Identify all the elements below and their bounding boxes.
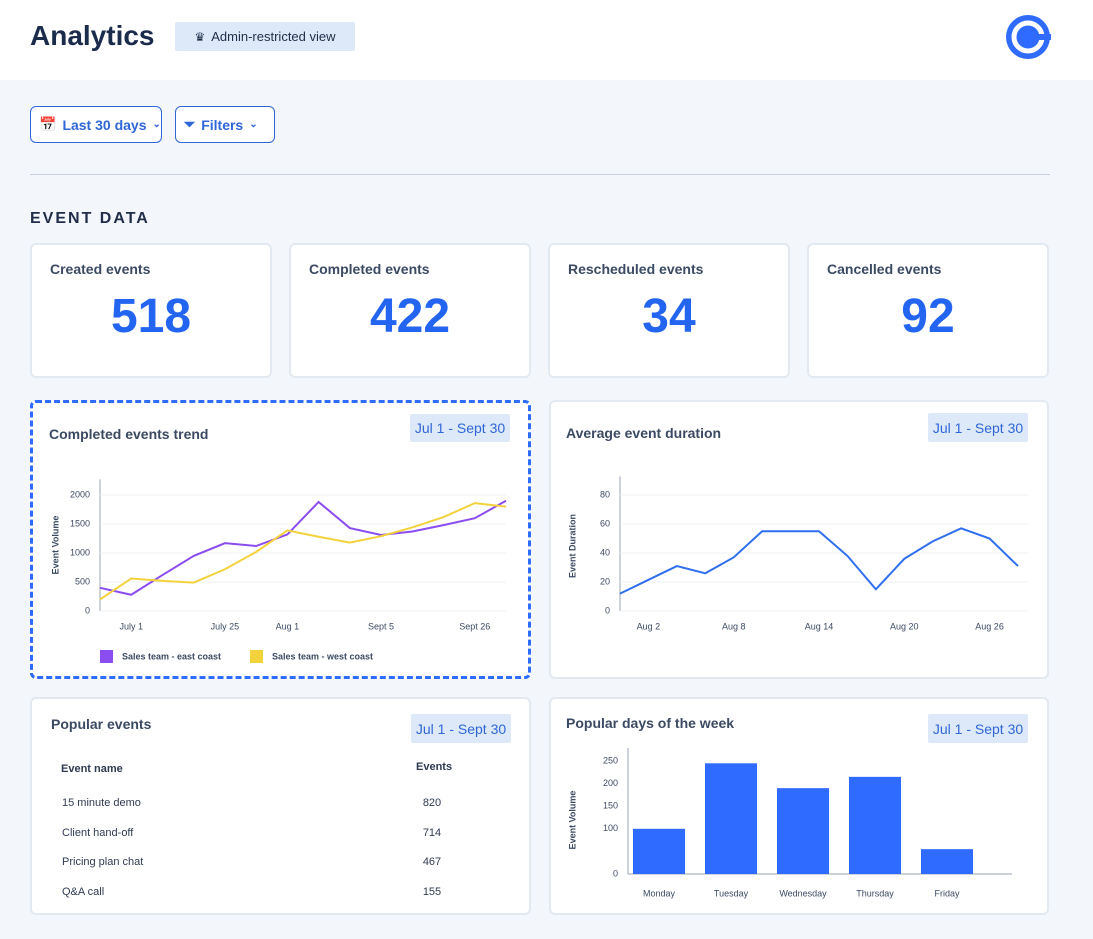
x-tick-label: Friday (934, 888, 960, 898)
y-tick-label: 150 (603, 801, 618, 811)
bar (849, 776, 901, 874)
x-tick-label: Sept 5 (368, 621, 394, 631)
x-tick-label: Thursday (856, 888, 894, 898)
y-tick-label: 1500 (70, 518, 90, 528)
data-line (619, 527, 1019, 595)
legend-label: Sales team - west coast (272, 651, 373, 661)
data-line (99, 502, 507, 601)
cell: 714 (422, 826, 442, 839)
filters-button[interactable]: ⏷ Filters ⌄ (175, 106, 275, 143)
y-tick-label: 20 (600, 576, 610, 586)
divider (30, 174, 1050, 175)
stat-value: 422 (369, 290, 451, 343)
column-header: Event name (61, 763, 123, 775)
logo (1006, 15, 1051, 59)
column-header: Events (416, 761, 453, 773)
date-badge: Jul 1 - Sept 30 (928, 714, 1028, 743)
y-axis-label: Event Volume (50, 516, 60, 575)
x-tick-label: Tuesday (714, 888, 749, 898)
x-tick-label: Aug 20 (890, 621, 919, 631)
y-axis-label: Event Volume (567, 791, 577, 850)
date-badge: Jul 1 - Sept 30 (411, 714, 511, 743)
y-tick-label: 40 (600, 547, 610, 557)
stat-card: Created events 518 (30, 243, 272, 378)
y-tick-label: 2000 (70, 489, 90, 499)
legend-swatch (250, 650, 263, 663)
chart-title: Completed events trend (49, 426, 209, 442)
y-tick-label: 1000 (70, 547, 90, 557)
bar (633, 828, 685, 874)
x-tick-label: Sept 26 (459, 621, 490, 631)
y-tick-label: 0 (613, 868, 618, 878)
button-text: Last 30 days (62, 116, 147, 133)
cell: Client hand-off (62, 826, 134, 839)
chart-title: Average event duration (566, 425, 722, 441)
cell: 820 (422, 797, 442, 809)
date-badge: Jul 1 - Sept 30 (410, 414, 510, 442)
chart-title: Popular days of the week (566, 715, 735, 731)
stat-card: Cancelled events 92 (807, 243, 1049, 378)
cell: 15 minute demo (62, 797, 141, 809)
x-tick-label: Aug 14 (805, 621, 834, 631)
bar (705, 763, 757, 874)
button-text: Filters (201, 116, 244, 133)
y-tick-label: 500 (75, 576, 90, 586)
section-title: EVENT DATA (30, 210, 150, 227)
cell: Pricing plan chat (62, 856, 144, 869)
stat-value: 34 (642, 290, 696, 343)
legend-label: Sales team - east coast (122, 651, 221, 661)
date-badge: Jul 1 - Sept 30 (928, 413, 1028, 442)
badge-text: Admin-restricted view (211, 29, 336, 44)
x-tick-label: Aug 8 (722, 621, 746, 631)
y-tick-label: 0 (85, 605, 90, 615)
x-tick-label: Aug 2 (637, 621, 661, 631)
legend-swatch (100, 650, 113, 663)
cell: 467 (422, 856, 442, 869)
y-tick-label: 0 (605, 605, 610, 615)
stat-label: Completed events (309, 261, 430, 277)
stat-card: Completed events 422 (289, 243, 531, 378)
x-tick-label: Monday (643, 888, 676, 898)
x-tick-label: Wednesday (779, 888, 827, 898)
chart-card (30, 400, 531, 679)
date-range-button[interactable]: 📅 Last 30 days ⌄ (30, 106, 162, 143)
stat-label: Rescheduled events (568, 261, 704, 277)
y-tick-label: 80 (600, 489, 610, 499)
cell: 155 (422, 886, 442, 899)
y-tick-label: 200 (603, 778, 618, 788)
page-title: Analytics (30, 20, 155, 51)
bar (777, 788, 829, 874)
x-tick-label: July 1 (119, 621, 143, 631)
table-title: Popular events (51, 716, 152, 732)
chart-card (549, 400, 1049, 679)
cell: Q&A call (62, 886, 105, 899)
x-tick-label: Aug 1 (276, 621, 300, 631)
data-line (99, 499, 507, 596)
x-tick-label: Aug 26 (975, 621, 1004, 631)
stat-label: Created events (50, 261, 151, 277)
admin-badge: ♛ Admin-restricted view (175, 22, 355, 51)
x-tick-label: July 25 (211, 621, 240, 631)
bar (921, 849, 973, 874)
y-tick-label: 60 (600, 518, 610, 528)
stat-card: Rescheduled events 34 (548, 243, 790, 378)
stat-value: 518 (110, 290, 192, 343)
y-tick-label: 250 (603, 755, 618, 765)
stat-label: Cancelled events (827, 261, 942, 277)
y-tick-label: 100 (603, 823, 618, 833)
y-axis-label: Event Duration (567, 514, 577, 578)
stat-value: 92 (901, 290, 955, 343)
